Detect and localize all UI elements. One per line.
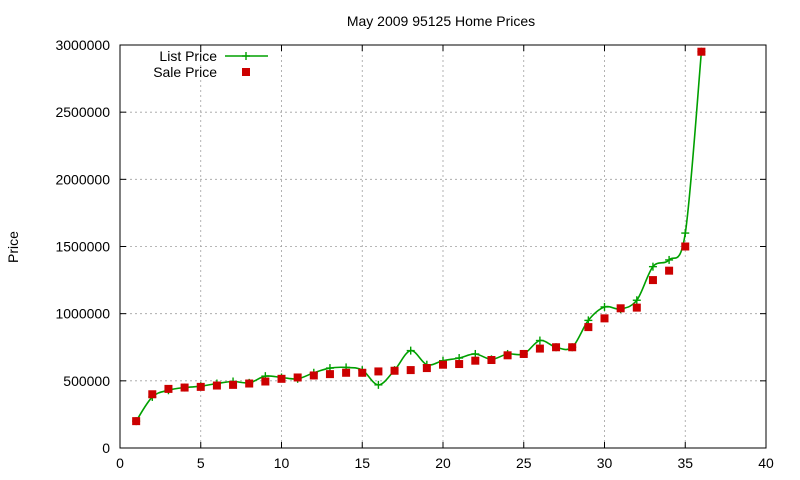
x-tick-label: 5	[197, 455, 205, 471]
sale-price-point	[519, 349, 528, 358]
x-tick-label: 15	[354, 455, 370, 471]
sale-price-point	[245, 379, 254, 388]
sale-price-point	[374, 367, 383, 376]
sale-price-point	[632, 303, 641, 312]
sale-price-point	[229, 380, 238, 389]
y-tick-label: 3000000	[55, 37, 110, 53]
sale-price-point	[406, 366, 415, 375]
list-price-point	[471, 349, 480, 358]
sale-price-point	[455, 360, 464, 369]
sale-price-point	[697, 47, 706, 56]
sale-price-point	[309, 371, 318, 380]
x-tick-label: 30	[597, 455, 613, 471]
sale-price-point	[600, 314, 609, 323]
sale-price-point	[148, 390, 157, 399]
sale-price-point	[471, 356, 480, 365]
sale-price-point	[616, 304, 625, 313]
sale-price-point	[325, 370, 334, 379]
series-layer	[132, 47, 706, 426]
sale-price-point	[584, 323, 593, 332]
list-price-point	[681, 229, 690, 238]
sale-price-point	[503, 351, 512, 360]
y-tick-label: 1000000	[55, 306, 110, 322]
sale-price-point	[358, 368, 367, 377]
sale-price-point	[293, 373, 302, 382]
y-axis-label: Price	[5, 231, 21, 263]
y-tick-label: 1500000	[55, 239, 110, 255]
sale-price-point	[665, 266, 674, 275]
sale-price-point	[180, 383, 189, 392]
sale-price-point	[164, 384, 173, 393]
series-line-list-price	[135, 51, 703, 422]
x-tick-label: 25	[516, 455, 532, 471]
list-price-point	[535, 336, 544, 345]
list-price-point	[648, 262, 657, 271]
sale-price-point	[212, 381, 221, 390]
axis-ticks: 0 5 10 15 20 25 30 35 40 0 500000 1000000 1500000 200…	[55, 37, 774, 471]
sale-price-point	[568, 343, 577, 352]
sale-price-point	[552, 343, 561, 352]
list-price-point	[584, 316, 593, 325]
chart-title: May 2009 95125 Home Prices	[347, 13, 535, 29]
x-tick-label: 0	[116, 455, 124, 471]
sale-price-point	[439, 360, 447, 369]
legend-square-marker	[242, 68, 250, 76]
x-tick-label: 20	[435, 455, 451, 471]
y-tick-label: 500000	[63, 373, 110, 389]
list-price-point	[406, 346, 415, 355]
sale-price-point	[648, 276, 657, 285]
x-tick-label: 10	[274, 455, 290, 471]
sale-price-point	[390, 366, 399, 375]
sale-price-point	[196, 382, 205, 391]
legend-plus-marker	[242, 52, 250, 60]
x-tick-label: 35	[677, 455, 693, 471]
list-price-point	[600, 302, 609, 311]
sale-price-point	[132, 417, 141, 426]
sale-price-point	[681, 242, 690, 251]
list-price-point	[665, 255, 674, 264]
legend-label: List Price	[159, 48, 217, 64]
legend-label: Sale Price	[153, 64, 217, 80]
sale-price-point	[277, 374, 286, 383]
sale-price-point	[422, 364, 431, 373]
x-tick-label: 40	[758, 455, 774, 471]
sale-price-point	[342, 368, 351, 377]
sale-price-point	[535, 344, 544, 353]
list-price-point	[374, 380, 383, 389]
list-price-point	[632, 296, 641, 305]
sale-price-point	[261, 377, 270, 386]
y-tick-label: 2500000	[55, 104, 110, 120]
y-tick-label: 0	[102, 440, 110, 456]
sale-price-point	[487, 356, 496, 365]
y-tick-label: 2000000	[55, 171, 110, 187]
